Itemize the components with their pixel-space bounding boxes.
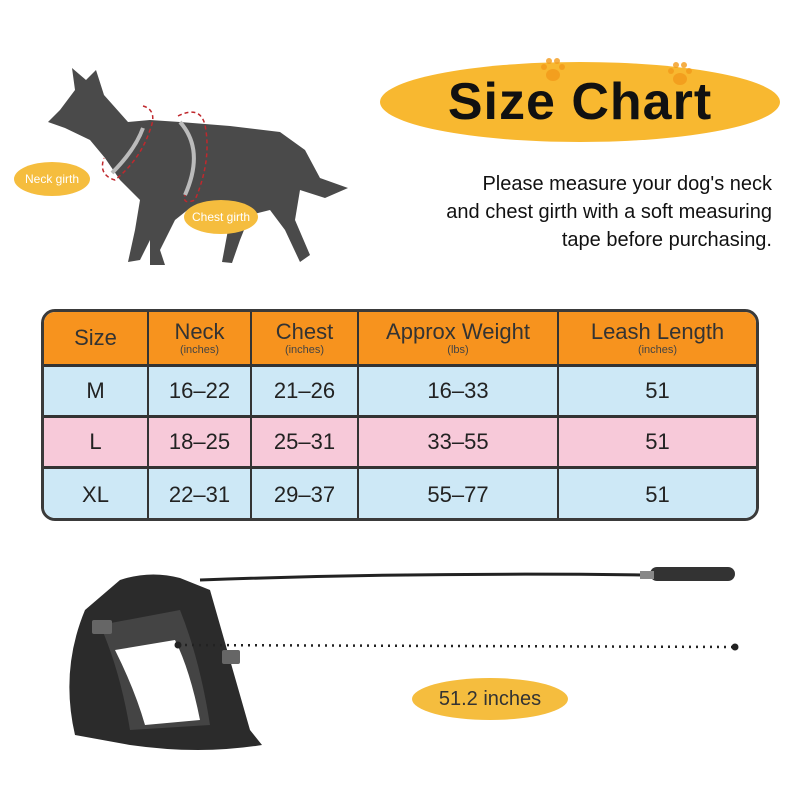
- instruction-line: tape before purchasing.: [561, 229, 772, 251]
- cell-size: M: [44, 367, 149, 415]
- table-row: M 16–22 21–26 16–33 51: [44, 367, 756, 418]
- title-banner: Size Chart: [380, 58, 780, 142]
- neck-girth-label: Neck girth: [14, 162, 90, 196]
- header-label: Approx Weight: [386, 318, 530, 344]
- size-table: Size Neck (inches) Chest (inches) Approx W…: [41, 309, 759, 521]
- header-weight: Approx Weight (lbs): [359, 312, 559, 364]
- instruction-line: and chest girth with a soft measuring: [446, 201, 772, 223]
- table-row: L 18–25 25–31 33–55 51: [44, 418, 756, 469]
- dog-silhouette-illustration: [48, 68, 348, 265]
- cell-leash: 51: [645, 378, 670, 403]
- measurement-instructions: Please measure your dog's neck and chest…: [352, 170, 772, 254]
- header-chest: Chest (inches): [252, 312, 359, 364]
- cell-neck: 16–22: [149, 367, 252, 415]
- header-label: Size: [74, 325, 117, 350]
- instruction-line: Please measure your dog's neck: [482, 173, 772, 195]
- header-label: Leash Length: [590, 318, 725, 344]
- cell-leash: 51: [645, 429, 670, 454]
- cell-weight: 16–33: [359, 367, 559, 415]
- cell-neck: 22–31: [149, 469, 252, 518]
- header-unit: (lbs): [447, 343, 469, 356]
- header-label: Neck: [174, 318, 225, 344]
- header-label: Chest: [275, 318, 334, 344]
- cell-chest: 25–31: [252, 418, 359, 466]
- leash-length-label: 51.2 inches: [412, 678, 568, 720]
- page-title: Size Chart: [447, 73, 713, 131]
- table-header: Size Neck (inches) Chest (inches) Approx W…: [44, 312, 756, 367]
- harness-and-leash-illustration: [69, 567, 739, 750]
- paw-print-icon: [541, 58, 565, 81]
- cell-weight: 33–55: [359, 418, 559, 466]
- cell-chest: 21–26: [252, 367, 359, 415]
- header-neck: Neck (inches): [149, 312, 252, 364]
- header-leash-length: Leash Length (inches): [559, 312, 756, 364]
- title-background: [380, 62, 780, 142]
- cell-size: L: [44, 418, 149, 466]
- cell-leash: 51: [645, 481, 670, 507]
- table-row: XL 22–31 29–37 55–77 51: [44, 469, 756, 518]
- cell-size: XL: [44, 469, 149, 518]
- header-unit: (inches): [637, 343, 678, 356]
- header-size: Size: [44, 312, 149, 364]
- chest-girth-label: Chest girth: [184, 200, 258, 234]
- header-unit: (inches): [284, 343, 325, 356]
- cell-weight: 55–77: [359, 469, 559, 518]
- cell-neck: 18–25: [149, 418, 252, 466]
- cell-chest: 29–37: [252, 469, 359, 518]
- header-unit: (inches): [179, 343, 220, 356]
- paw-print-icon: [668, 62, 692, 85]
